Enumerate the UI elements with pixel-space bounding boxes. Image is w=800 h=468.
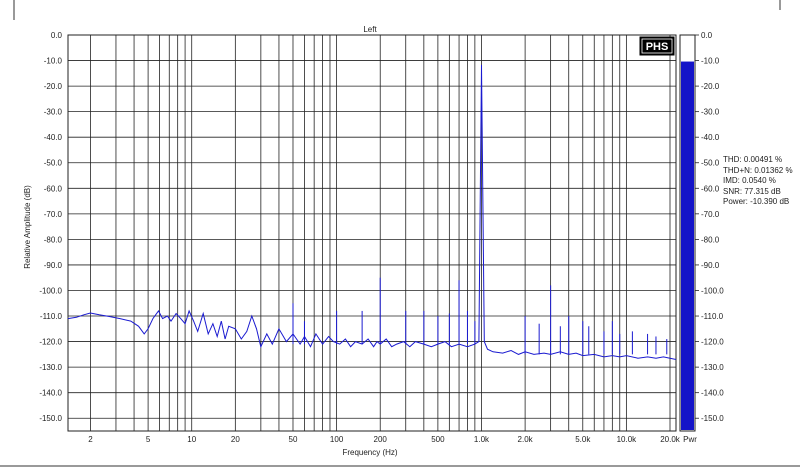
x-tick-label: 10 (187, 435, 196, 444)
y-tick-label: -50.0 (44, 159, 63, 168)
power-tick-label: -110.0 (701, 312, 724, 321)
x-tick-label: 20 (231, 435, 240, 444)
x-tick-label: 2.0k (518, 435, 534, 444)
stat-thdn: THD+N: 0.01362 % (723, 165, 793, 175)
x-tick-label: 500 (431, 435, 445, 444)
y-tick-label: 0.0 (51, 31, 63, 40)
stat-power: Power: -10.390 dB (723, 197, 790, 206)
y-tick-label: -90.0 (44, 261, 63, 270)
y-tick-label: -30.0 (44, 108, 63, 117)
series-group (67, 64, 677, 360)
phs-logo: PHS (639, 36, 675, 56)
power-tick-label: -70.0 (701, 210, 720, 219)
y-tick-label: -120.0 (39, 338, 62, 347)
logo-text: PHS (646, 41, 669, 53)
y-tick-label: -110.0 (40, 312, 63, 321)
power-tick-label: -30.0 (701, 108, 720, 117)
stat-imd: IMD: 0.0540 % (723, 176, 776, 185)
power-tick-label: -130.0 (701, 363, 724, 372)
power-tick-label: -140.0 (701, 389, 724, 398)
power-tick-label: 0.0 (701, 31, 713, 40)
x-tick-label: 200 (374, 435, 388, 444)
x-tick-label: 20.0k (660, 435, 681, 444)
y-tick-label: -40.0 (44, 133, 63, 142)
power-tick-label: -90.0 (701, 261, 720, 270)
power-tick-label: -40.0 (701, 133, 720, 142)
power-tick-label: -20.0 (701, 82, 720, 91)
power-tick-label: -150.0 (701, 414, 724, 423)
x-tick-label: 50 (289, 435, 298, 444)
power-bar-label: Pwr (683, 435, 697, 444)
y-tick-label: -150.0 (39, 414, 62, 423)
stat-thd: THD: 0.00491 % (723, 155, 783, 164)
y-tick-label: -100.0 (39, 286, 62, 295)
stat-snr: SNR: 77.315 dB (723, 186, 781, 196)
y-tick-label: -140.0 (39, 389, 62, 398)
x-tick-label: 100 (330, 435, 344, 444)
power-bar-fill (681, 61, 694, 431)
x-tick-label: 5 (146, 435, 151, 444)
y-axis-label: Relative Amplitude (dB) (23, 185, 32, 269)
power-tick-label: -80.0 (701, 235, 720, 244)
power-tick-label: -100.0 (701, 286, 724, 295)
power-tick-label: -50.0 (701, 159, 720, 168)
x-tick-label: 2 (88, 435, 93, 444)
power-tick-label: -10.0 (701, 57, 720, 66)
y-tick-label: -20.0 (44, 82, 63, 91)
y-tick-label: -10.0 (44, 57, 63, 66)
x-tick-label: 1.0k (474, 435, 490, 444)
y-tick-labels: 0.0 -10.0 -20.0 -30.0 -40.0 -50.0 -60.0 -70.0 -8… (39, 31, 62, 423)
x-tick-label: 5.0k (575, 435, 591, 444)
y-tick-label: -70.0 (44, 210, 63, 219)
power-tick-label: -60.0 (701, 184, 720, 193)
power-bar-ticks: 0.0 -10.0 -20.0 -30.0 -40.0 -50.0 -60.0 -70.0 -8… (695, 31, 724, 423)
x-tick-label: 10.0k (617, 435, 638, 444)
grid-lines (68, 35, 676, 431)
x-tick-labels: 2 5 10 20 50 100 200 500 1.0k 2.0k 5.0k 10.0k 20.0k (88, 435, 681, 444)
y-tick-label: -60.0 (44, 184, 63, 193)
chart-title: Left (363, 25, 377, 34)
series-line (67, 64, 677, 360)
x-axis-label: Frequency (Hz) (342, 448, 397, 457)
y-tick-label: -80.0 (44, 235, 63, 244)
measurement-stats: THD: 0.00491 % THD+N: 0.01362 % IMD: 0.0… (723, 155, 793, 208)
y-tick-label: -130.0 (39, 363, 62, 372)
power-tick-label: -120.0 (701, 338, 724, 347)
